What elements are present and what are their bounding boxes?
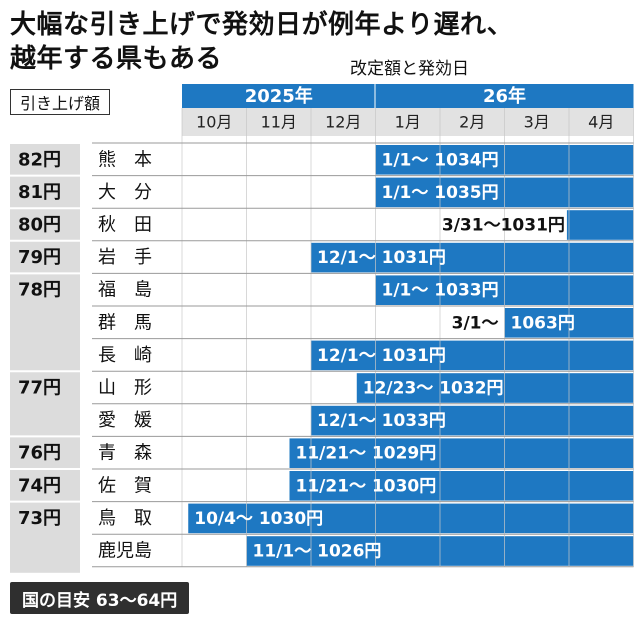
prefecture-name: 大 分: [98, 182, 152, 203]
timeline-bar: [356, 373, 634, 403]
effective-date-label: 12/23〜 1032円: [363, 379, 504, 399]
raise-amount-label: 引き上げ額: [10, 89, 110, 115]
prefecture-name: 青 森: [98, 443, 152, 464]
effective-date-label: 3/31〜1031円: [442, 216, 565, 236]
timeline-bar: [289, 471, 634, 501]
month-tick-label: 10月: [196, 113, 232, 132]
prefecture-name: 秋 田: [98, 215, 152, 236]
year-header-bg: [375, 84, 634, 108]
effective-date-label: 1/1〜 1035円: [382, 183, 499, 203]
month-tick-label: 1月: [395, 113, 421, 132]
prefecture-name: 長 崎: [98, 345, 152, 366]
chart-subtitle: 改定額と発効日: [350, 59, 469, 79]
effective-date-label: 12/1〜 1033円: [317, 411, 446, 431]
chart-title-line1: 大幅な引き上げで発効日が例年より遅れ、: [10, 10, 514, 40]
effective-date-label: 3/1〜: [452, 313, 499, 333]
effective-date-label: 12/1〜 1031円: [317, 248, 446, 268]
timeline-bar: [188, 503, 634, 534]
raise-amount: 77円: [18, 378, 61, 399]
raise-amount: 78円: [18, 280, 61, 301]
raise-amount: 82円: [18, 149, 61, 170]
year-label: 2025年: [245, 85, 313, 107]
month-tick-label: 12月: [325, 113, 361, 132]
raise-amount: 76円: [18, 443, 61, 464]
raise-amount: 79円: [18, 247, 61, 268]
raise-amount: 81円: [18, 182, 61, 203]
timeline-bar: [311, 340, 634, 371]
month-tick-label: 3月: [524, 113, 550, 132]
timeline-bar: [311, 242, 634, 273]
raise-amount: 73円: [18, 508, 61, 529]
effective-date-label: 11/1〜 1026円: [253, 542, 382, 562]
prefecture-name: 福 島: [98, 280, 152, 301]
effective-date-label: 10/4〜 1030円: [194, 509, 323, 529]
month-tick-label: 2月: [459, 113, 485, 132]
effective-date-label: 11/21〜 1029円: [296, 444, 437, 464]
prefecture-name: 岩 手: [98, 247, 152, 268]
month-tick-label: 11月: [261, 113, 297, 132]
effective-date-label: 1/1〜 1034円: [382, 150, 499, 170]
effective-date-label: 1/1〜 1033円: [382, 281, 499, 301]
effective-date-label: 11/21〜 1030円: [296, 476, 437, 496]
timeline-bar: [311, 405, 634, 436]
chart-title-line2: 越年する県もある: [10, 44, 223, 74]
prefecture-name: 佐 賀: [98, 475, 152, 496]
prefecture-name: 鳥 取: [98, 508, 152, 529]
raise-amount: 80円: [18, 215, 61, 236]
effective-date-label: 12/1〜 1031円: [317, 346, 446, 366]
year-label: 26年: [483, 85, 526, 107]
timeline-bar: [566, 210, 634, 240]
raise-amount: 74円: [18, 475, 61, 496]
prefecture-name: 鹿児島: [98, 541, 152, 562]
month-header-bg: [182, 108, 634, 136]
timeline-bar: [289, 438, 634, 468]
prefecture-name: 群 馬: [98, 312, 152, 333]
prefecture-name: 熊 本: [98, 149, 152, 170]
prefecture-name: 愛 媛: [98, 410, 152, 431]
year-header-bg: [182, 84, 375, 108]
month-tick-label: 4月: [588, 113, 614, 132]
new-wage-label: 1063円: [511, 313, 575, 333]
national-guideline-note: 国の目安 63〜64円: [10, 582, 190, 614]
prefecture-name: 山 形: [98, 378, 152, 399]
